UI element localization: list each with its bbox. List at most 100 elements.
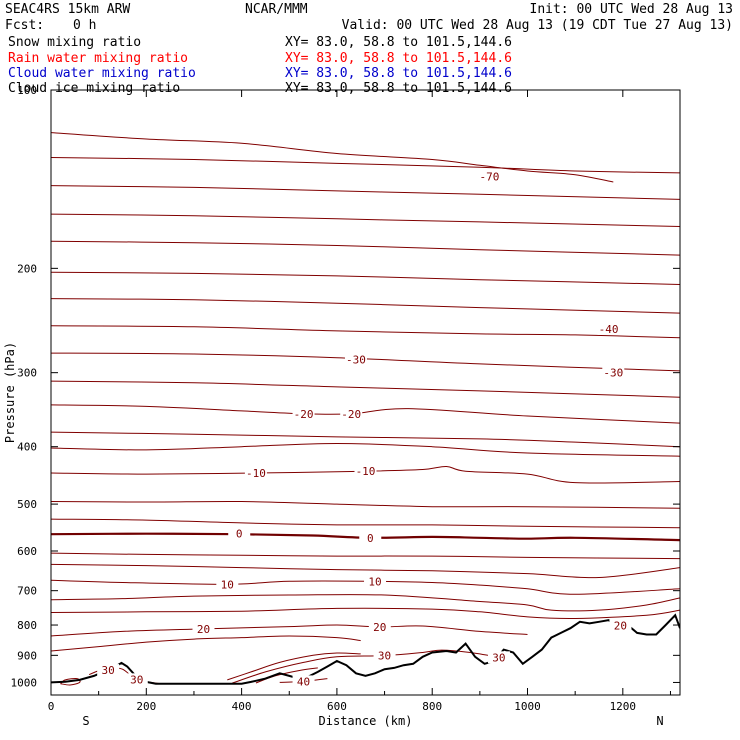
contour-label-background [344, 353, 367, 366]
contour-label-background [364, 575, 387, 588]
contour-label-background [609, 619, 632, 632]
field-snow-label: Snow mixing ratio [8, 35, 141, 50]
y-tick-label: 500 [17, 498, 37, 511]
field-rain-xy: XY= 83.0, 58.8 to 101.5,144.6 [285, 51, 512, 66]
contour-label: 0 [236, 527, 243, 540]
y-tick-label: 400 [17, 441, 37, 454]
fcst-label: Fcst: [5, 18, 44, 33]
contour-label-background [292, 407, 315, 420]
contour-line [51, 442, 680, 457]
contour-line [51, 380, 680, 398]
contour-line [51, 185, 680, 200]
x-tick-label: 1000 [514, 700, 541, 713]
init-time: Init: 00 UTC Wed 28 Aug 13 [530, 2, 734, 17]
y-tick-label: 100 [17, 84, 37, 97]
field-rain-label: Rain water mixing ratio [8, 51, 188, 66]
x-tick-label: 1200 [610, 700, 637, 713]
contour-label-background [244, 466, 267, 479]
y-tick-label: 200 [17, 262, 37, 275]
contour-label-background [340, 407, 363, 420]
contour-label: 30 [378, 650, 391, 663]
y-tick-label: 600 [17, 545, 37, 558]
contour-label-background [368, 620, 391, 633]
contour-line [51, 325, 680, 339]
contour-line [51, 298, 680, 314]
contour-label: -40 [599, 323, 619, 336]
contour-label-background [216, 578, 239, 591]
contour-line [51, 431, 680, 448]
contour-line [51, 213, 680, 227]
contour-label: -70 [479, 171, 499, 184]
x-tick-label: 800 [422, 700, 442, 713]
contour-label: 30 [492, 651, 505, 664]
contour-label-background [125, 673, 148, 686]
x-tick-label: 0 [48, 700, 55, 713]
contour-line [51, 563, 680, 579]
y-tick-label: 700 [17, 585, 37, 598]
contour-line [51, 518, 680, 529]
contour-line [227, 652, 361, 681]
contour-line [51, 271, 680, 285]
contour-label: 0 [367, 532, 374, 545]
contour-label: 30 [102, 664, 115, 677]
contour-label: 10 [368, 575, 381, 588]
y-tick-label: 1000 [11, 676, 38, 689]
contour-line [51, 404, 680, 424]
contour-line [51, 500, 680, 509]
contour-label-background [478, 170, 501, 183]
fcst-value: 0 h [73, 18, 96, 33]
y-tick-label: 300 [17, 367, 37, 380]
contour-line [51, 607, 680, 620]
contour-line [51, 132, 614, 183]
contour-label-background [354, 465, 377, 478]
contour-label: 20 [373, 621, 386, 634]
contour-line [51, 465, 680, 484]
contour-label-background [373, 649, 396, 662]
contour-line [51, 157, 680, 174]
contour-line [51, 635, 361, 652]
y-axis-label: Pressure (hPa) [3, 342, 17, 443]
x-tick-label: 200 [136, 700, 156, 713]
contour-label-background [192, 622, 215, 635]
contour-label-background [487, 651, 510, 664]
x-tick-label: 400 [232, 700, 252, 713]
contour-label-background [597, 322, 620, 335]
contour-label-background [602, 366, 625, 379]
contour-label: 40 [297, 675, 310, 688]
contour-label: -30 [346, 353, 366, 366]
contour-line [51, 579, 680, 595]
endpoint-label-left: S [82, 714, 89, 728]
contour-label: 20 [197, 623, 210, 636]
contour-label-background [359, 531, 382, 544]
x-tick-label: 600 [327, 700, 347, 713]
contour-label: -30 [603, 367, 623, 380]
terrain-line [51, 613, 680, 685]
contour-label: -10 [246, 467, 266, 480]
center-title: NCAR/MMM [245, 2, 308, 17]
y-tick-label: 900 [17, 649, 37, 662]
contour-label: 10 [221, 578, 234, 591]
contour-line [51, 240, 680, 256]
endpoint-label-right: N [656, 714, 663, 728]
contour-label: 20 [614, 620, 627, 633]
contour-label-background [97, 664, 120, 677]
contour-label: -20 [341, 408, 361, 421]
plot-area: -70 -40 -30 -30 -20 -20 -10 -10 0 0 10 10 20 20 20 30 30… [11, 84, 681, 713]
field-cloudwater-label: Cloud water mixing ratio [8, 66, 196, 81]
contour-label-background [292, 675, 315, 688]
x-axis-label: Distance (km) [319, 714, 413, 728]
field-snow-xy: XY= 83.0, 58.8 to 101.5,144.6 [285, 35, 512, 50]
model-title: SEAC4RS 15km ARW [5, 2, 130, 17]
contour-label: -10 [356, 465, 376, 478]
contour-line [51, 352, 680, 372]
contour-label: 30 [130, 673, 143, 686]
y-tick-label: 800 [17, 619, 37, 632]
plot-contents: -70 -40 -30 -30 -20 -20 -10 -10 0 0 10 10 20 20 20 30 30… [51, 132, 680, 688]
contour-label-background [228, 527, 251, 540]
contour-line [51, 532, 680, 542]
field-cloudwater-xy: XY= 83.0, 58.8 to 101.5,144.6 [285, 66, 512, 81]
contour-line [51, 624, 528, 637]
plot-frame [50, 89, 681, 696]
contour-line [51, 552, 680, 560]
